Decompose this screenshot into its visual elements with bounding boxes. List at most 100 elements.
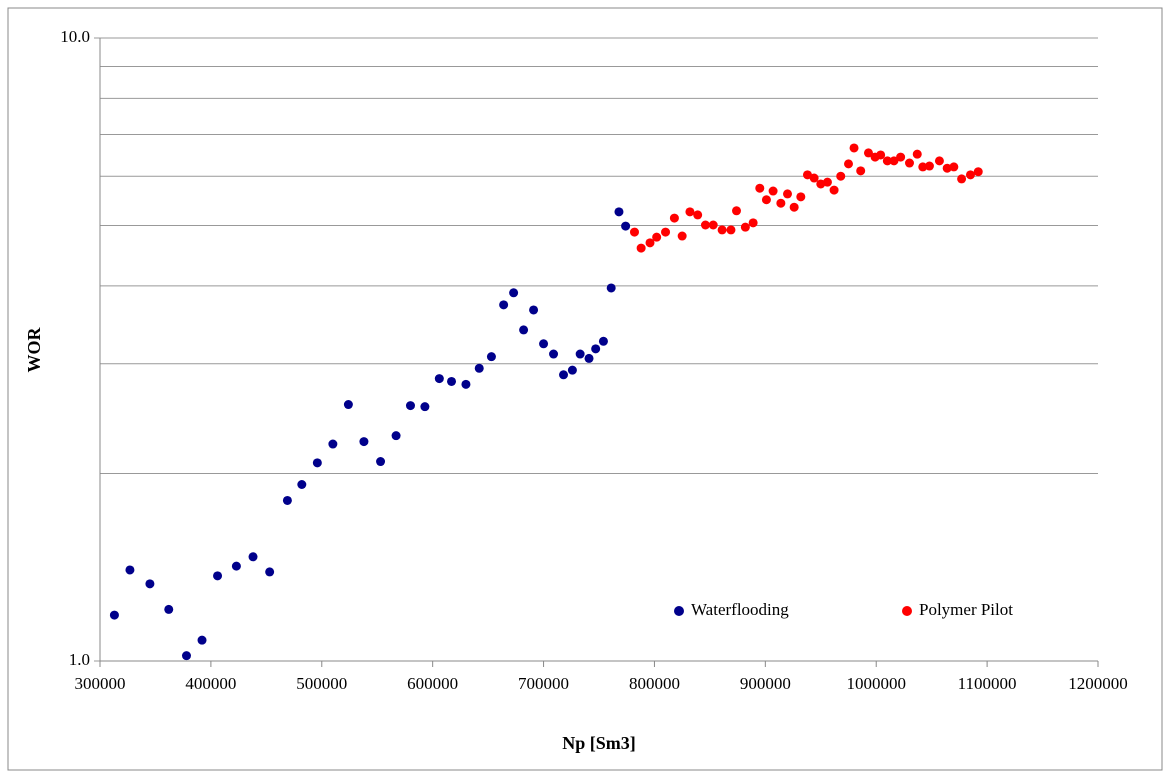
x-tick-label: 700000 bbox=[518, 674, 569, 693]
chart-frame bbox=[7, 7, 1163, 771]
point bbox=[328, 439, 338, 449]
point bbox=[420, 402, 430, 412]
point bbox=[181, 651, 191, 661]
point bbox=[755, 183, 765, 193]
point bbox=[376, 457, 386, 467]
point bbox=[614, 207, 624, 217]
point bbox=[732, 206, 742, 216]
point bbox=[606, 283, 616, 293]
point bbox=[740, 222, 750, 232]
point bbox=[549, 349, 559, 359]
point bbox=[499, 300, 509, 310]
point bbox=[768, 186, 778, 196]
point bbox=[598, 336, 608, 346]
point bbox=[629, 227, 639, 237]
point bbox=[796, 192, 806, 202]
point bbox=[621, 221, 631, 231]
point bbox=[912, 149, 922, 159]
point bbox=[434, 374, 444, 384]
point bbox=[700, 220, 710, 230]
point bbox=[918, 162, 928, 172]
point bbox=[685, 207, 695, 217]
point bbox=[849, 143, 859, 153]
point bbox=[519, 325, 529, 335]
point bbox=[924, 161, 934, 171]
point bbox=[708, 220, 718, 230]
y-axis-label: WOR bbox=[24, 326, 44, 372]
legend-label: Polymer Pilot bbox=[919, 600, 1013, 619]
point bbox=[669, 213, 679, 223]
point bbox=[973, 167, 983, 177]
x-tick-label: 1200000 bbox=[1068, 674, 1128, 693]
point bbox=[934, 156, 944, 166]
point bbox=[957, 174, 967, 184]
point bbox=[896, 152, 906, 162]
point bbox=[559, 370, 569, 380]
point bbox=[717, 225, 727, 235]
x-tick-label: 800000 bbox=[629, 674, 680, 693]
point bbox=[661, 227, 671, 237]
point bbox=[889, 156, 899, 166]
point bbox=[809, 173, 819, 183]
point bbox=[776, 198, 786, 208]
point bbox=[726, 225, 736, 235]
y-tick-label: 10.0 bbox=[60, 27, 90, 46]
point bbox=[125, 565, 135, 575]
point bbox=[405, 401, 415, 411]
x-axis-label: Np [Sm3] bbox=[562, 733, 636, 753]
x-tick-label: 500000 bbox=[296, 674, 347, 693]
point bbox=[876, 150, 886, 160]
point bbox=[856, 166, 866, 176]
x-tick-label: 600000 bbox=[407, 674, 458, 693]
point bbox=[822, 177, 832, 187]
point bbox=[829, 185, 839, 195]
point bbox=[949, 162, 959, 172]
point bbox=[645, 238, 655, 248]
x-tick-label: 400000 bbox=[185, 674, 236, 693]
point bbox=[359, 437, 369, 447]
point bbox=[109, 610, 119, 620]
point bbox=[197, 635, 207, 645]
point bbox=[863, 148, 873, 158]
point bbox=[783, 189, 793, 199]
point bbox=[391, 431, 401, 441]
point bbox=[447, 376, 457, 386]
point bbox=[761, 195, 771, 205]
point bbox=[575, 349, 585, 359]
point bbox=[265, 567, 275, 577]
point bbox=[297, 480, 307, 490]
point bbox=[213, 571, 223, 581]
point bbox=[539, 339, 549, 349]
x-tick-label: 1100000 bbox=[958, 674, 1017, 693]
point bbox=[509, 288, 519, 298]
point bbox=[282, 495, 292, 505]
point bbox=[904, 158, 914, 168]
x-tick-label: 900000 bbox=[740, 674, 791, 693]
point bbox=[942, 163, 952, 173]
point bbox=[652, 232, 662, 242]
legend-marker bbox=[902, 606, 912, 616]
point bbox=[965, 170, 975, 180]
point bbox=[591, 344, 601, 354]
point bbox=[882, 156, 892, 166]
point bbox=[248, 552, 258, 562]
point bbox=[677, 231, 687, 241]
point bbox=[312, 458, 322, 468]
point bbox=[836, 171, 846, 181]
point bbox=[461, 379, 471, 389]
point bbox=[343, 400, 353, 410]
point bbox=[529, 305, 539, 315]
point bbox=[844, 159, 853, 169]
x-tick-label: 300000 bbox=[75, 674, 126, 693]
point bbox=[164, 604, 174, 614]
point bbox=[231, 561, 241, 571]
y-tick-label: 1.0 bbox=[69, 650, 90, 669]
point bbox=[486, 352, 496, 362]
legend-marker bbox=[674, 606, 684, 616]
point bbox=[789, 202, 799, 212]
point bbox=[748, 218, 758, 228]
point bbox=[636, 243, 646, 253]
legend-label: Waterflooding bbox=[691, 600, 789, 619]
point bbox=[584, 353, 594, 363]
